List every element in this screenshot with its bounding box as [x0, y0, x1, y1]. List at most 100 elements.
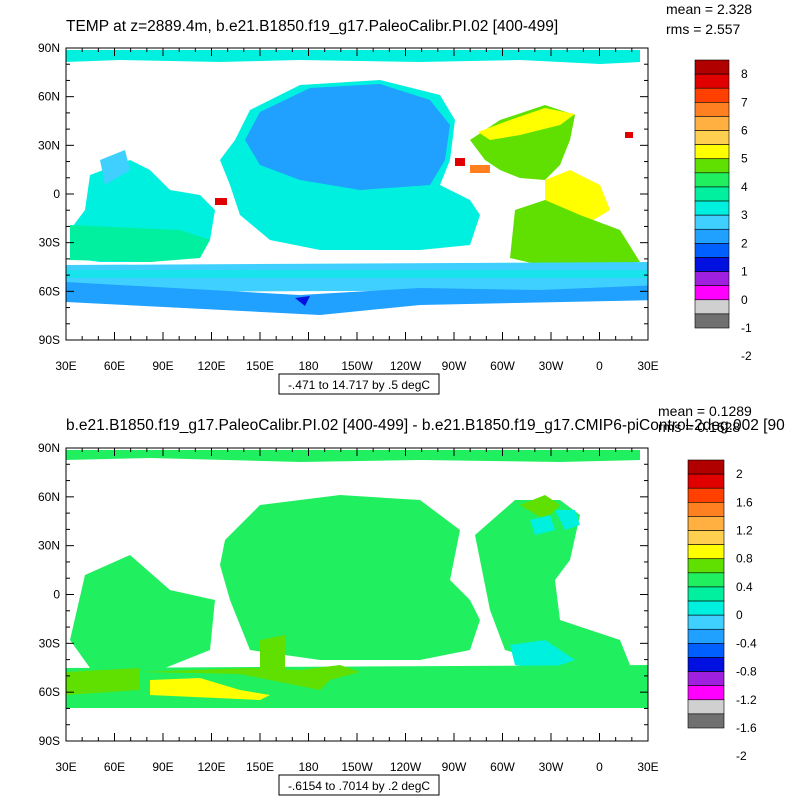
bottom-range-label: -.6154 to .7014 by .2 degC [288, 779, 430, 793]
top-colorbar-label: 8 [741, 67, 748, 81]
bottom-colorbar-label: 1.6 [736, 495, 753, 509]
bottom-colorbar-label: -2 [736, 749, 747, 763]
top-colorbar-box [694, 313, 730, 329]
top-colorbar-box [694, 130, 730, 145]
top-colorbar-box [694, 59, 730, 75]
bottom-colorbar-label: -1.2 [736, 693, 757, 707]
top-x-tick-label: 60W [490, 359, 515, 373]
top-axes: 30E 60E 90E 120E 150E 180 150W 120W 90W 60W 30W 0 30… [38, 41, 659, 373]
top-colorbar-box [694, 87, 730, 103]
bottom-colorbar-box [687, 558, 725, 574]
top-colorbar-box [694, 172, 730, 188]
bottom-x-tick-label: 120E [197, 760, 225, 774]
bottom-x-tick-label: 30W [539, 760, 564, 774]
top-colorbar-box [694, 243, 730, 258]
bottom-x-tick-label: 60E [104, 760, 125, 774]
top-x-tick-label: 120E [197, 359, 225, 373]
bottom-colorbar-label: 0.8 [736, 552, 753, 566]
bottom-x-tick-label: 30E [637, 760, 658, 774]
top-colorbar-label: -2 [741, 349, 752, 363]
bottom-colorbar-box [687, 657, 725, 672]
bottom-x-tick-label: 180 [298, 760, 318, 774]
bottom-colorbar-box [687, 530, 725, 545]
top-x-tick-label: 0 [596, 359, 603, 373]
top-colorbar-label: 3 [741, 208, 748, 222]
bottom-colorbar-label: -1.6 [736, 721, 757, 735]
top-colorbar-label: 2 [741, 236, 748, 250]
bottom-colorbar-box [687, 572, 725, 588]
top-colorbar-box [694, 144, 730, 160]
bottom-y-tick-label: 0 [53, 588, 60, 602]
top-title: TEMP at z=2889.4m, b.e21.B1850.f19_g17.P… [66, 18, 558, 35]
bottom-panel: 30E 60E 90E 120E 150E 180 150W 120W 90W 60W 30W 0 30… [38, 403, 785, 796]
bottom-colorbar-box [687, 713, 725, 729]
bottom-colorbar-box [687, 459, 725, 475]
top-colorbar-box [694, 116, 730, 131]
top-x-tick-label: 30W [539, 359, 564, 373]
top-y-tick-label: 30S [39, 236, 60, 250]
top-colorbar-box [694, 214, 730, 230]
bottom-colorbar-label: 2 [736, 467, 743, 481]
top-y-tick-label: 90N [38, 41, 60, 55]
top-x-tick-label: 150W [341, 359, 373, 373]
bottom-colorbar-box [687, 487, 725, 503]
bottom-y-tick-label: 90S [39, 734, 60, 748]
bottom-range-box [278, 774, 440, 796]
bottom-colorbar: 2 1.6 1.2 0.8 0.4 0 -0.4 -0.8 -1.2 -1.6 -2 [687, 459, 757, 763]
bottom-colorbar-box [687, 544, 725, 560]
bottom-x-tick-label: 120W [390, 760, 422, 774]
top-x-tick-label: 60E [104, 359, 125, 373]
bottom-rms: rms = 0.1628 [658, 419, 740, 435]
bottom-title: b.e21.B1850.f19_g17.PaleoCalibr.PI.02 [4… [66, 417, 785, 434]
top-y-tick-label: 0 [53, 187, 60, 201]
top-colorbar-label: 4 [741, 180, 748, 194]
top-colorbar-box [694, 228, 730, 244]
bottom-x-tick-label: 90W [442, 760, 467, 774]
top-colorbar-label: -1 [741, 321, 752, 335]
bottom-colorbar-label: -0.8 [736, 665, 757, 679]
bottom-y-tick-label: 60S [39, 685, 60, 699]
bottom-colorbar-box [687, 473, 725, 489]
bottom-x-tick-label: 60W [490, 760, 515, 774]
top-x-tick-label: 30E [637, 359, 658, 373]
top-colorbar-box [694, 158, 730, 174]
top-colorbar-label: 6 [741, 124, 748, 138]
top-colorbar-label: 1 [741, 265, 748, 279]
bottom-mean: mean = 0.1289 [658, 403, 752, 419]
bottom-colorbar-box [687, 643, 725, 658]
top-x-tick-label: 180 [298, 359, 318, 373]
bottom-y-tick-label: 60N [38, 490, 60, 504]
top-colorbar-box [694, 271, 730, 286]
top-range-box [278, 373, 440, 395]
top-panel: 30E 60E 90E 120E 150E 180 150W 120W 90W 60W 30W 0 30… [38, 1, 752, 395]
top-colorbar-label: 0 [741, 293, 748, 307]
top-colorbar-box [694, 186, 730, 202]
top-colorbar-box [694, 299, 730, 315]
bottom-colorbar-box [687, 516, 725, 531]
top-x-tick-label: 90W [442, 359, 467, 373]
bottom-colorbar-label: 0.4 [736, 580, 753, 594]
bottom-colorbar-box [687, 699, 725, 715]
bottom-colorbar-box [687, 671, 725, 686]
bottom-colorbar-box [687, 502, 725, 517]
bottom-colorbar-label: 1.2 [736, 524, 753, 538]
bottom-colorbar-box [687, 628, 725, 644]
top-colorbar-box [694, 73, 730, 89]
bottom-x-tick-label: 150W [341, 760, 373, 774]
top-y-tick-label: 90S [39, 333, 60, 347]
top-x-tick-label: 30E [55, 359, 76, 373]
top-x-tick-label: 150E [246, 359, 274, 373]
bottom-y-tick-label: 30N [38, 539, 60, 553]
top-rms: rms = 2.557 [666, 21, 741, 37]
top-x-tick-label: 90E [152, 359, 173, 373]
bottom-y-tick-label: 90N [38, 441, 60, 455]
bottom-colorbar-box [687, 586, 725, 602]
bottom-x-tick-label: 30E [55, 760, 76, 774]
bottom-colorbar-label: 0 [736, 608, 743, 622]
top-x-tick-label: 120W [390, 359, 422, 373]
top-map [66, 48, 648, 340]
top-y-tick-label: 60N [38, 90, 60, 104]
bottom-x-tick-label: 90E [152, 760, 173, 774]
bottom-map [66, 448, 648, 741]
